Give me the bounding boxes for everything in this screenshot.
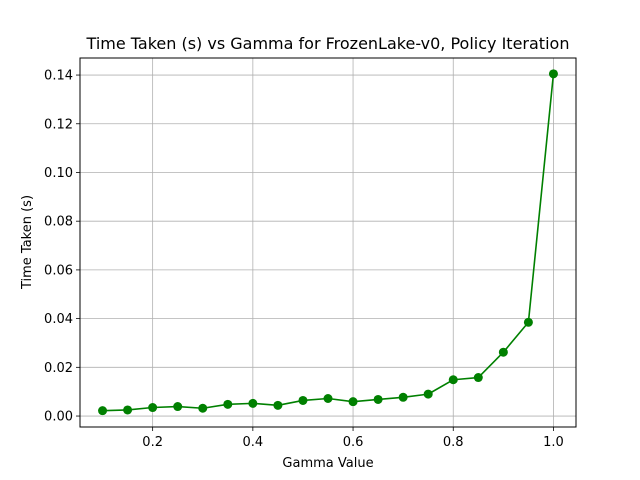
data-point-marker xyxy=(148,403,158,413)
x-tick-label: 0.6 xyxy=(343,435,364,450)
x-tick-label: 0.8 xyxy=(443,435,464,450)
y-tick-label: 0.00 xyxy=(44,410,73,425)
data-point-marker xyxy=(248,398,258,408)
data-point-marker xyxy=(98,406,108,416)
grid-lines xyxy=(80,58,576,427)
data-point-marker xyxy=(323,394,333,404)
data-point-marker xyxy=(223,399,233,409)
data-point-marker xyxy=(523,317,533,327)
data-point-marker xyxy=(348,397,358,407)
data-point-marker xyxy=(548,69,558,79)
x-axis-label: Gamma Value xyxy=(282,456,373,471)
x-tick-label: 0.2 xyxy=(142,435,163,450)
y-tick-label: 0.10 xyxy=(44,166,73,181)
plot-area-frame xyxy=(79,57,577,428)
data-point-marker xyxy=(198,403,208,413)
data-point-marker xyxy=(273,400,283,410)
axis-ticks: 0.2 0.4 0.6 0.8 1.0 0.00 0.02 0.04 0.06 0.08 0.10 0… xyxy=(44,69,564,450)
data-point-marker xyxy=(473,373,483,383)
data-point-marker xyxy=(173,402,183,412)
y-tick-label: 0.14 xyxy=(44,69,73,84)
series-line xyxy=(102,73,555,412)
y-tick-label: 0.08 xyxy=(44,215,73,230)
x-tick-label: 0.4 xyxy=(243,435,264,450)
data-point-marker xyxy=(398,392,408,402)
data-point-marker xyxy=(498,347,508,357)
y-tick-label: 0.12 xyxy=(44,117,73,132)
data-point-marker xyxy=(123,405,133,415)
y-tick-label: 0.06 xyxy=(44,263,73,278)
data-point-marker xyxy=(423,389,433,399)
x-tick-label: 1.0 xyxy=(543,435,564,450)
data-point-marker xyxy=(373,394,383,404)
y-tick-label: 0.02 xyxy=(44,361,73,376)
y-axis-label: Time Taken (s) xyxy=(20,195,35,290)
chart-title: Time Taken (s) vs Gamma for FrozenLake-v… xyxy=(86,34,570,53)
data-point-marker xyxy=(448,375,458,385)
y-tick-label: 0.04 xyxy=(44,312,73,327)
data-series xyxy=(98,69,558,416)
data-point-marker xyxy=(298,395,308,405)
